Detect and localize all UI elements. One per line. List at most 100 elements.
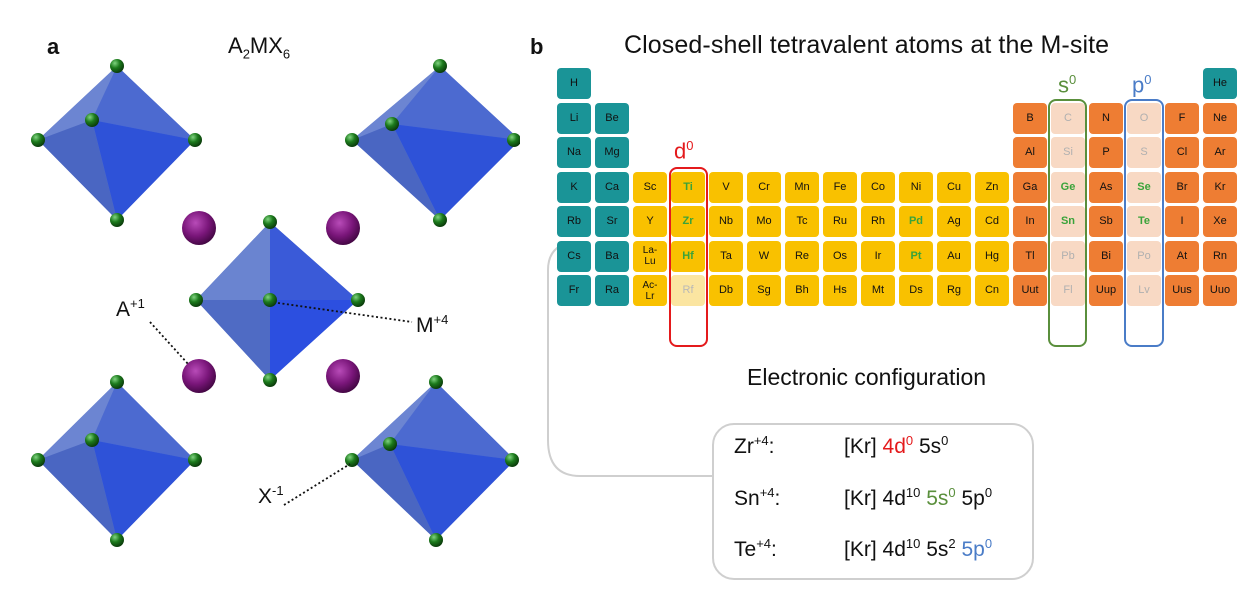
element-cell: Hg <box>975 240 1009 272</box>
panel-b-title: Closed-shell tetravalent atoms at the M-… <box>624 31 1110 59</box>
element-cell: S <box>1127 137 1161 168</box>
panel-a-label: a <box>47 34 60 59</box>
element-cell: Cn <box>975 275 1009 306</box>
config-title: Electronic configuration <box>747 364 987 390</box>
element-cell: Ga <box>1013 171 1047 203</box>
formula-title: A2MX6 <box>228 33 291 62</box>
p0-sup: 0 <box>1144 72 1152 87</box>
element-cell: N <box>1089 102 1123 134</box>
element-cell: Mt <box>861 275 895 306</box>
element-cell: Li <box>557 102 591 134</box>
p0-base: p <box>1132 72 1145 98</box>
a-ion-label: A+1 <box>116 296 145 321</box>
element-cell: P <box>1089 137 1123 168</box>
element-cell: Au <box>937 240 971 272</box>
element-cell: Fe <box>823 171 857 203</box>
element-cell: Re <box>785 240 819 272</box>
element-cell: Lv <box>1127 275 1161 306</box>
config-value: [Kr] 4d10 5s0 5p0 <box>844 485 993 510</box>
element-cell: Y <box>633 206 667 237</box>
panel-b-label: b <box>530 34 544 59</box>
element-cell: Os <box>823 240 857 272</box>
element-cell: Ba <box>595 240 629 272</box>
element-cell: Ag <box>937 206 971 237</box>
d0-sup: 0 <box>686 138 694 153</box>
element-cell: Ds <box>899 275 933 306</box>
element-cell: Ru <box>823 206 857 237</box>
octahedron-top-left <box>38 66 195 220</box>
element-cell: Bh <box>785 275 819 306</box>
element-cell: Pb <box>1051 240 1085 272</box>
element-cell: Uup <box>1089 275 1123 306</box>
element-cell: Sn <box>1051 206 1085 237</box>
element-cell: B <box>1013 102 1047 134</box>
element-cell: Rf <box>671 275 705 306</box>
element-cell: Sr <box>595 206 629 237</box>
element-cell: Pt <box>899 240 933 272</box>
element-cell: Ni <box>899 171 933 203</box>
element-cell: Pd <box>899 206 933 237</box>
element-cell: Kr <box>1203 171 1237 203</box>
element-cell: Ti <box>671 171 705 203</box>
element-cell: F <box>1165 102 1199 134</box>
leader-lines <box>149 302 413 506</box>
element-cell: Bi <box>1089 240 1123 272</box>
element-cell: At <box>1165 240 1199 272</box>
element-cell: Zn <box>975 171 1009 203</box>
element-cell: Nb <box>709 206 743 237</box>
element-cell: I <box>1165 206 1199 237</box>
element-cell: Tl <box>1013 240 1047 272</box>
element-cell: Rh <box>861 206 895 237</box>
element-cell: Po <box>1127 240 1161 272</box>
config-ion-label: Sn+4: <box>734 485 781 510</box>
element-cell: K <box>557 171 591 203</box>
element-cell: Cs <box>557 240 591 272</box>
config-value: [Kr] 4d0 5s0 <box>844 433 949 458</box>
element-cell: In <box>1013 206 1047 237</box>
element-cell: W <box>747 240 781 272</box>
element-cell: Mn <box>785 171 819 203</box>
config-value: [Kr] 4d10 5s2 5p0 <box>844 536 993 561</box>
element-cell: Ac- Lr <box>633 275 667 306</box>
element-cell: Cd <box>975 206 1009 237</box>
element-cell: Na <box>557 137 591 168</box>
config-ion-label: Zr+4: <box>734 433 775 458</box>
element-cell: Be <box>595 102 629 134</box>
element-cell: Mo <box>747 206 781 237</box>
element-cell: Fl <box>1051 275 1085 306</box>
element-cell: Br <box>1165 171 1199 203</box>
element-cell: V <box>709 171 743 203</box>
element-cell: Si <box>1051 137 1085 168</box>
config-ion-label: Te+4: <box>734 536 777 561</box>
element-cell: Cl <box>1165 137 1199 168</box>
element-cell: Tc <box>785 206 819 237</box>
element-cell: Rn <box>1203 240 1237 272</box>
element-cell: Hf <box>671 240 705 272</box>
element-cell: Uut <box>1013 275 1047 306</box>
element-cell: Ra <box>595 275 629 306</box>
element-cell: O <box>1127 102 1161 134</box>
a-atoms <box>182 211 360 393</box>
octahedron-top-right <box>352 66 520 220</box>
element-cell: Ca <box>595 171 629 203</box>
element-cell: He <box>1203 68 1237 99</box>
octahedron-bottom-right <box>352 382 515 540</box>
element-cell: Hs <box>823 275 857 306</box>
element-cell: Rb <box>557 206 591 237</box>
element-cell: Ar <box>1203 137 1237 168</box>
x-ion-label: X-1 <box>258 483 284 508</box>
element-cell: Rg <box>937 275 971 306</box>
element-cell: Al <box>1013 137 1047 168</box>
element-cell: Sb <box>1089 206 1123 237</box>
octahedron-center <box>196 222 358 380</box>
p0-group-label: p0 <box>1132 72 1151 98</box>
element-cell: Fr <box>557 275 591 306</box>
element-cell: Co <box>861 171 895 203</box>
s0-group-label: s0 <box>1058 72 1076 98</box>
element-cell: Uus <box>1165 275 1199 306</box>
element-cell: Xe <box>1203 206 1237 237</box>
element-cell: Ta <box>709 240 743 272</box>
element-cell: C <box>1051 102 1085 134</box>
s0-base: s <box>1058 72 1069 98</box>
octahedron-bottom-left <box>38 382 195 540</box>
